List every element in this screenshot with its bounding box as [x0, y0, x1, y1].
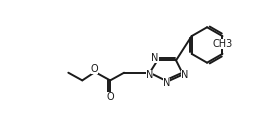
Text: N: N — [151, 53, 159, 63]
Text: O: O — [106, 92, 114, 102]
Text: N: N — [146, 70, 153, 80]
Text: O: O — [91, 64, 99, 74]
Text: N: N — [181, 70, 188, 80]
Text: CH3: CH3 — [212, 39, 233, 49]
Text: N: N — [163, 78, 171, 88]
